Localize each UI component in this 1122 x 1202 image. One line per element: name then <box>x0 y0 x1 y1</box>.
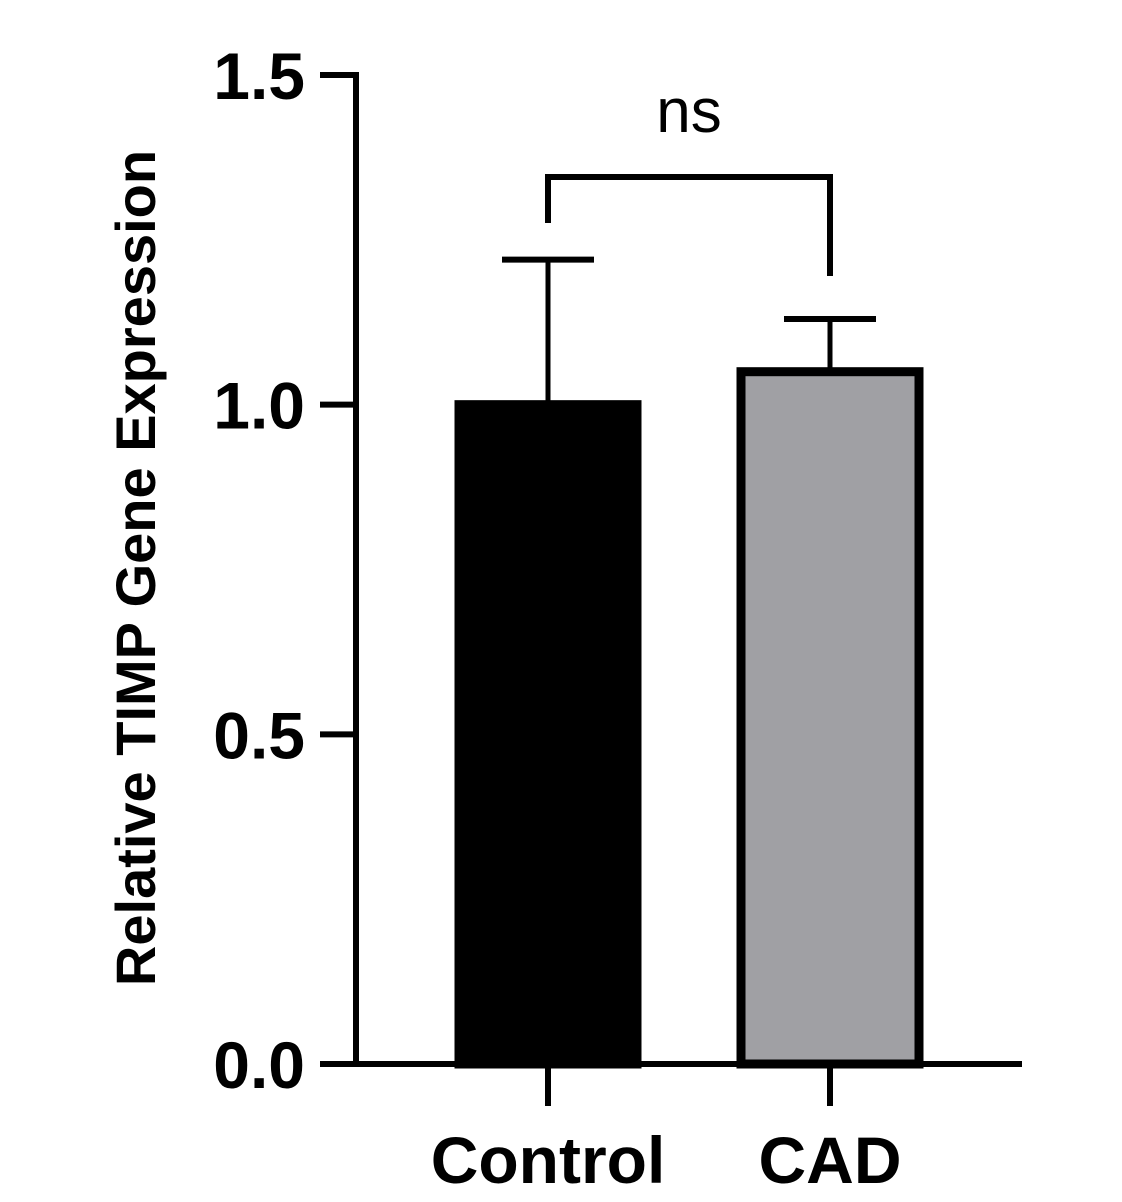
bracket-line <box>545 174 833 276</box>
bar-control <box>454 400 642 1069</box>
x-tick-label-control: Control <box>431 1123 666 1197</box>
bar-cad <box>736 367 924 1069</box>
significance-label: ns <box>656 77 721 146</box>
y-axis-label: Relative TIMP Gene Expression <box>104 150 167 986</box>
significance-bracket: ns <box>545 77 833 276</box>
y-tick-label-2: 1.0 <box>213 369 305 443</box>
chart-axes: Control CAD 0.0 0.5 1.0 1.5 <box>213 39 1022 1197</box>
y-tick-label-3: 1.5 <box>213 39 305 113</box>
y-tick-label-0: 0.0 <box>213 1028 305 1102</box>
x-tick-label-cad: CAD <box>759 1123 902 1197</box>
y-tick-label-1: 0.5 <box>213 698 305 772</box>
chart-marks: ns <box>454 77 924 1069</box>
